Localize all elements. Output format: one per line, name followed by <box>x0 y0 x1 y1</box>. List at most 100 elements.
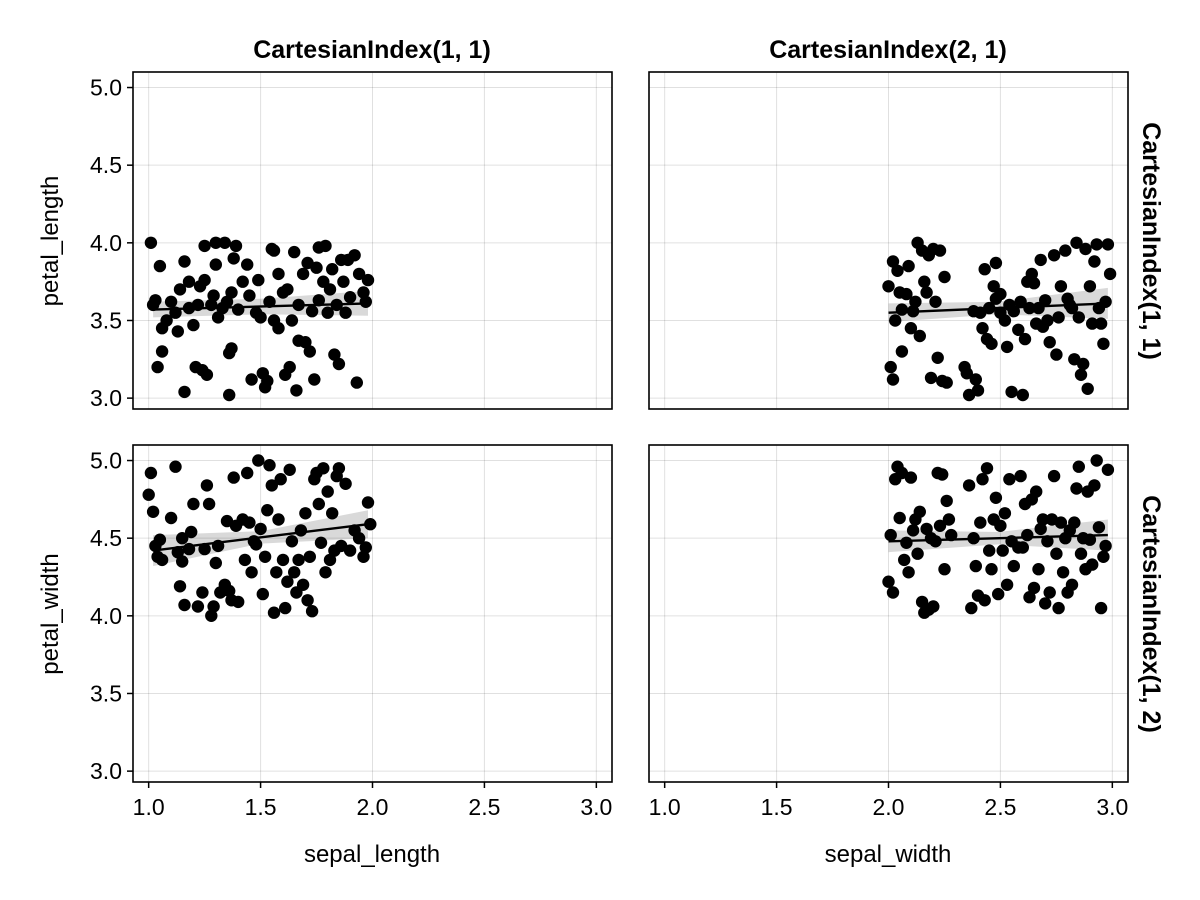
trend-line <box>152 523 369 552</box>
scatter-point <box>303 345 316 358</box>
scatter-point <box>343 544 357 557</box>
scatter-point <box>962 479 976 492</box>
scatter-point <box>236 275 249 288</box>
scatter-point <box>276 553 290 567</box>
scatter-point <box>211 311 225 324</box>
scatter-point <box>1025 267 1039 281</box>
scatter-point <box>904 471 918 484</box>
scatter-point <box>357 286 370 299</box>
scatter-point <box>1070 236 1083 249</box>
scatter-point <box>895 303 909 316</box>
scatter-point <box>303 550 316 563</box>
scatter-point <box>198 273 211 287</box>
scatter-point <box>938 270 951 284</box>
row-title-1: CartesianIndex(1, 1) <box>1137 122 1165 360</box>
scatter-point <box>285 314 299 327</box>
scatter-point <box>178 598 191 612</box>
scatter-point <box>151 360 164 374</box>
scatter-point <box>1090 238 1103 251</box>
scatter-point <box>200 368 214 381</box>
scatter-point <box>288 566 301 579</box>
scatter-point <box>245 566 258 579</box>
scatter-point <box>294 524 308 537</box>
scatter-point <box>1036 513 1050 526</box>
scatter-point <box>1012 323 1025 336</box>
scatter-point <box>261 374 274 388</box>
scatter-point <box>1032 563 1045 576</box>
scatter-point <box>220 295 234 308</box>
scatter-point <box>971 384 985 397</box>
scatter-point <box>288 245 301 259</box>
scatter-point <box>296 267 310 281</box>
scatter-point <box>976 322 989 335</box>
scatter-point <box>232 595 245 609</box>
scatter-point <box>238 553 252 567</box>
scatter-point <box>1043 586 1056 599</box>
scatter-point <box>267 606 281 619</box>
scatter-point <box>241 466 254 480</box>
tick-layer: 3.0 3.5 4.0 4.5 5.0 3.0 3.5 4.0 4.5 5.0 1.0 1.5 2.0 2… <box>90 75 1128 820</box>
trend-line-layer <box>152 302 1108 552</box>
scatter-point <box>263 295 276 308</box>
scatter-point <box>176 555 189 568</box>
scatter-point <box>149 294 162 307</box>
scatter-point <box>173 580 187 593</box>
x-tick-label: 1.5 <box>245 794 277 820</box>
scatter-point <box>974 516 987 529</box>
scatter-point <box>164 511 178 525</box>
scatter-point <box>909 295 922 308</box>
scatter-point <box>898 553 911 567</box>
scatter-point <box>202 497 216 511</box>
scatter-point <box>285 535 299 548</box>
panel-frame-r1-c2 <box>648 71 1129 410</box>
scatter-point <box>321 485 334 498</box>
scatter-point <box>1016 541 1029 554</box>
scatter-point <box>296 578 310 591</box>
grid-layer <box>133 72 1128 782</box>
x-axis-label-col-2: sepal_width <box>825 841 952 868</box>
trend-line <box>888 533 1108 543</box>
scatter-point <box>227 252 240 265</box>
scatter-point <box>1023 591 1036 604</box>
scatter-point <box>305 305 319 318</box>
scatter-point <box>1050 348 1063 361</box>
x-axis-label-col-1: sepal_length <box>304 841 440 868</box>
trend-line <box>888 302 1108 314</box>
scatter-point <box>1005 385 1018 399</box>
scatter-point <box>357 550 370 563</box>
scatter-point <box>942 513 956 526</box>
scatter-point <box>906 524 920 537</box>
scatter-point <box>185 525 198 539</box>
scatter-point <box>1097 337 1110 350</box>
x-tick-label: 3.0 <box>580 794 612 820</box>
scatter-point <box>155 553 169 567</box>
scatter-point <box>299 336 312 349</box>
scatter-point <box>337 275 350 288</box>
scatter-point <box>312 294 325 307</box>
scatter-point <box>1000 340 1014 354</box>
scatter-point <box>886 373 900 386</box>
scatter-point <box>209 258 222 271</box>
confidence-band-layer <box>153 287 1108 567</box>
scatter-point <box>1030 485 1043 498</box>
scatter-point <box>261 504 274 517</box>
scatter-point <box>900 287 913 301</box>
scatter-point <box>243 289 256 302</box>
scatter-point <box>272 513 285 526</box>
scatter-point <box>1086 317 1099 330</box>
scatter-point <box>146 505 160 518</box>
scatter-point <box>1074 547 1088 560</box>
y-tick-label: 4.0 <box>90 603 122 629</box>
scatter-point <box>1056 566 1070 579</box>
scatter-point <box>312 497 325 511</box>
scatter-point <box>1039 294 1052 307</box>
y-tick-label: 4.0 <box>90 230 122 256</box>
scatter-point <box>927 600 940 613</box>
scatter-point <box>144 466 158 480</box>
scatter-point <box>989 256 1003 270</box>
y-tick-label: 5.0 <box>90 75 122 101</box>
scatter-point <box>1047 469 1061 483</box>
scatter-point <box>1054 280 1068 293</box>
scatter-point <box>1027 277 1041 290</box>
